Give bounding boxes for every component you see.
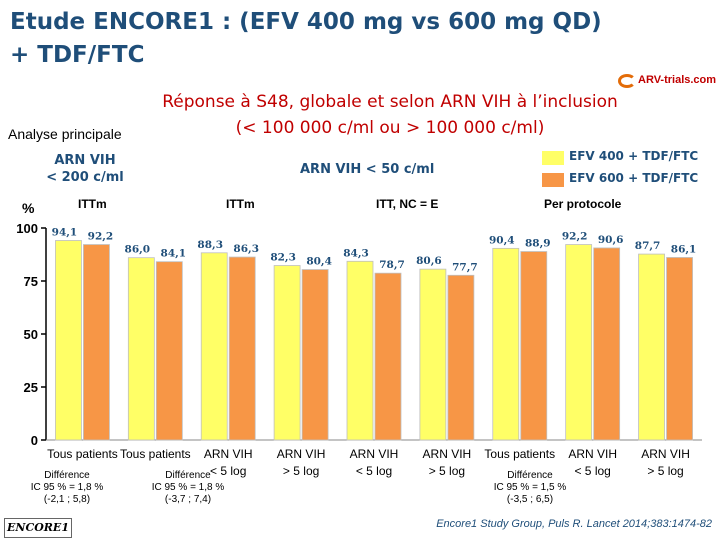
category-label-line2-6: > 5 log (429, 464, 465, 478)
y-axis-unit: % (22, 200, 35, 216)
difference-1-line-1: Différence (44, 470, 90, 481)
group-label-ittm-2: ITTm (226, 197, 255, 211)
header-arn200-line-2: < 200 c/ml (46, 170, 124, 185)
difference-1-line-2: IC 95 % = 1,8 % (30, 482, 104, 493)
value-label-efv400-9: 87,7 (635, 240, 661, 252)
chart-category-labels: Tous patients Tous patients ARN VIH< 5 log… (47, 447, 690, 478)
title-line-2: + TDF/FTC (10, 42, 145, 68)
bar-efv400-6 (419, 268, 447, 441)
difference-3-line-2: IC 95 % = 1,5 % (493, 482, 567, 493)
bar-efv600-6 (447, 274, 475, 441)
value-label-efv600-4: 80,4 (306, 256, 332, 268)
value-label-efv400-2: 86,0 (125, 244, 151, 256)
legend-swatch-efv600 (542, 173, 564, 187)
bar-efv400-2 (127, 257, 155, 441)
group-label-per-protocol: Per protocole (544, 197, 622, 211)
category-label-3: ARN VIH (204, 447, 253, 461)
value-label-efv400-8: 92,2 (562, 231, 588, 243)
bar-efv600-2 (155, 261, 183, 441)
study-tag: ENCORE1 (4, 518, 72, 538)
category-label-4: ARN VIH (277, 447, 326, 461)
difference-note-1: Différence IC 95 % = 1,8 % (-2,1 ; 5,8) (22, 470, 112, 506)
category-label-1: Tous patients (47, 447, 118, 461)
category-label-line2-9: > 5 log (647, 464, 683, 478)
category-label-line2-3: < 5 log (210, 464, 246, 478)
difference-2-line-2: IC 95 % = 1,8 % (151, 482, 225, 493)
bar-efv600-7 (520, 251, 548, 441)
value-label-efv400-6: 80,6 (416, 255, 442, 267)
value-label-efv600-6: 77,7 (452, 261, 478, 273)
bar-efv600-4 (301, 269, 329, 441)
y-tick-label: 25 (24, 380, 38, 395)
difference-3-line-1: Différence (507, 470, 553, 481)
chart-value-labels: 94,1 92,2 86,0 84,1 88,3 86,3 82,3 80,4 84,3 78,7… (52, 227, 697, 274)
logo-text: ARV-trials.com (638, 74, 717, 86)
y-tick-label: 50 (24, 327, 38, 342)
bar-efv400-5 (346, 260, 374, 441)
bar-efv600-9 (666, 257, 693, 441)
value-label-efv600-3: 86,3 (233, 243, 259, 255)
analysis-label: Analyse principale (8, 126, 122, 142)
bar-efv400-7 (492, 247, 520, 441)
title-line-1: Etude ENCORE1 : (EFV 400 mg vs 600 mg QD… (10, 9, 602, 35)
value-label-efv600-8: 90,6 (598, 234, 624, 246)
legend-swatch-efv400 (542, 151, 564, 165)
y-tick-label: 75 (24, 274, 38, 289)
group-label-itt-nce: ITT, NC = E (376, 197, 439, 211)
arv-trials-logo: ARV-trials.com (618, 72, 718, 90)
difference-3-line-3: (-3,5 ; 6,5) (506, 494, 554, 505)
category-label-6: ARN VIH (423, 447, 472, 461)
header-arn200-line-1: ARN VIH (54, 153, 116, 168)
value-label-efv600-2: 84,1 (161, 248, 187, 260)
logo-swoosh-icon (618, 74, 636, 88)
category-label-line2-8: < 5 log (574, 464, 610, 478)
header-arn-below-50: ARN VIH < 50 c/ml (300, 162, 435, 177)
chart-bars (55, 240, 693, 441)
value-label-efv600-5: 78,7 (379, 259, 405, 271)
difference-2-line-1: Différence (165, 470, 211, 481)
difference-1-line-3: (-2,1 ; 5,8) (43, 494, 91, 505)
group-label-ittm-1: ITTm (78, 197, 107, 211)
chart-axes: 0 25 50 75 100 (16, 221, 702, 448)
value-label-efv600-1: 92,2 (88, 231, 114, 243)
chart-subtitle-line-1: Réponse à S48, globale et selon ARN VIH … (162, 92, 618, 112)
value-label-efv600-9: 86,1 (671, 243, 697, 255)
bar-efv600-3 (228, 256, 256, 441)
difference-2-line-3: (-3,7 ; 7,4) (164, 494, 212, 505)
citation: Encore1 Study Group, Puls R. Lancet 2014… (436, 518, 712, 530)
header-arn-below-200: ARN VIH < 200 c/ml (30, 152, 140, 186)
difference-note-3: Différence IC 95 % = 1,5 % (-3,5 ; 6,5) (482, 470, 578, 506)
bar-efv600-5 (374, 272, 402, 441)
category-label-7: Tous patients (484, 447, 555, 461)
category-label-2: Tous patients (120, 447, 191, 461)
value-label-efv400-1: 94,1 (52, 227, 78, 239)
difference-note-2: Différence IC 95 % = 1,8 % (-3,7 ; 7,4) (138, 470, 238, 506)
category-label-5: ARN VIH (350, 447, 399, 461)
category-label-9: ARN VIH (641, 447, 690, 461)
value-label-efv400-3: 88,3 (197, 239, 223, 251)
slide-title: Etude ENCORE1 : (EFV 400 mg vs 600 mg QD… (10, 6, 630, 72)
chart-subtitle-line-2: (< 100 000 c/ml ou > 100 000 c/ml) (235, 118, 545, 138)
legend-label-efv400: EFV 400 + TDF/FTC (569, 149, 699, 163)
bar-efv400-9 (638, 253, 665, 441)
bar-efv600-8 (593, 247, 621, 441)
y-tick-label: 0 (31, 433, 38, 448)
value-label-efv400-4: 82,3 (270, 252, 296, 264)
bar-efv400-4 (273, 265, 301, 441)
bar-efv400-8 (565, 244, 593, 441)
legend-label-efv600: EFV 600 + TDF/FTC (569, 171, 699, 185)
category-label-8: ARN VIH (568, 447, 617, 461)
value-label-efv400-5: 84,3 (343, 247, 369, 259)
category-label-line2-5: < 5 log (356, 464, 392, 478)
bar-efv600-1 (83, 244, 110, 441)
bar-efv400-3 (200, 252, 228, 441)
y-tick-label: 100 (16, 221, 38, 236)
value-label-efv600-7: 88,9 (525, 238, 551, 250)
category-label-line2-4: > 5 log (283, 464, 319, 478)
bar-efv400-1 (55, 240, 82, 441)
value-label-efv400-7: 90,4 (489, 234, 515, 246)
